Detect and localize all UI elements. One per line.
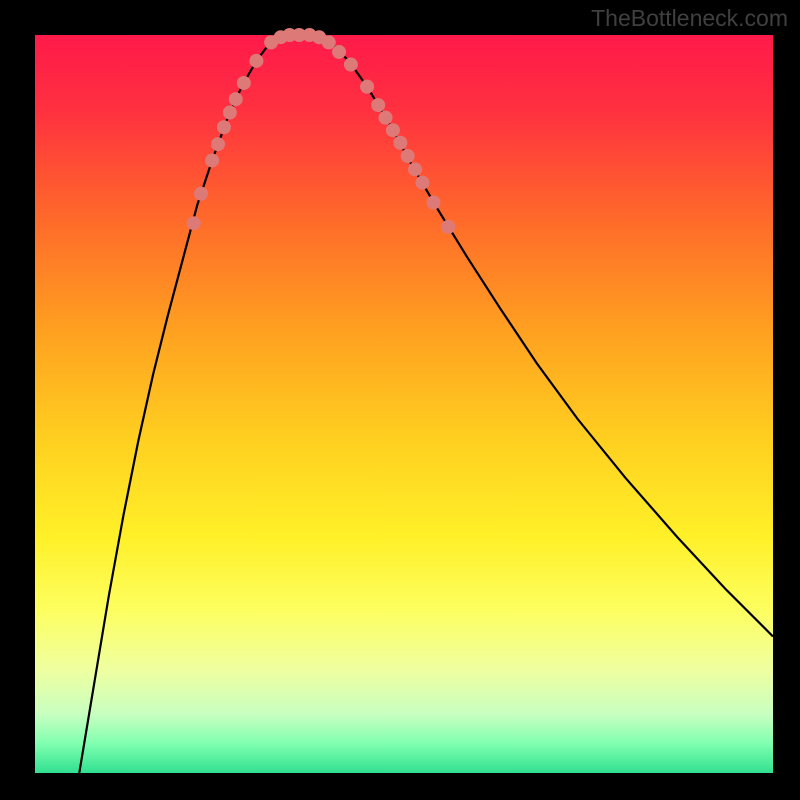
data-marker: [205, 153, 219, 167]
data-marker: [223, 105, 237, 119]
data-marker: [322, 35, 336, 49]
data-marker: [441, 220, 455, 234]
data-marker: [386, 123, 400, 137]
data-marker: [187, 216, 201, 230]
curve-layer: [35, 35, 773, 773]
data-marker: [393, 136, 407, 150]
data-marker: [415, 176, 429, 190]
data-marker: [379, 111, 393, 125]
data-marker: [371, 98, 385, 112]
data-marker: [344, 58, 358, 72]
bottleneck-curve: [79, 35, 773, 773]
watermark-text: TheBottleneck.com: [591, 5, 788, 32]
data-marker: [332, 45, 346, 59]
data-marker: [229, 92, 243, 106]
data-marker: [217, 120, 231, 134]
data-marker: [211, 137, 225, 151]
plot-area: [35, 35, 773, 773]
data-marker: [360, 80, 374, 94]
markers-group: [187, 28, 456, 234]
data-marker: [194, 187, 208, 201]
data-marker: [237, 76, 251, 90]
data-marker: [249, 54, 263, 68]
data-marker: [427, 196, 441, 210]
data-marker: [408, 162, 422, 176]
data-marker: [401, 149, 415, 163]
